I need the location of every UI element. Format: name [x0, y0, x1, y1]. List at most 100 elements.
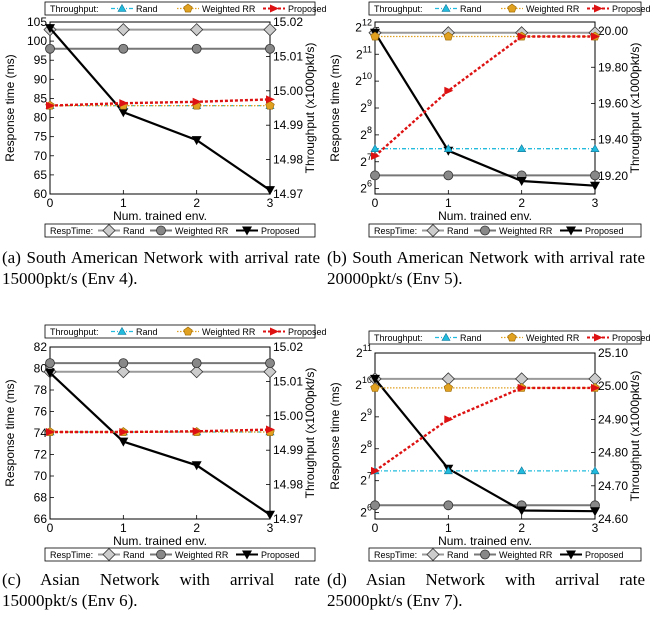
thr-series-2-point [371, 466, 380, 475]
resp-series-0-point [263, 365, 277, 379]
left-tick-label: 60 [34, 187, 48, 201]
thr-series-0-point [517, 466, 527, 475]
thr-series-2-point [192, 97, 202, 106]
resp-series-2-point [590, 507, 600, 517]
resptime-legend-label-1: Weighted RR [499, 550, 553, 560]
right-tick-label: 19.60 [598, 96, 628, 110]
x-tick-label: 2 [193, 196, 200, 210]
right-tick-label: 14.97 [273, 187, 303, 201]
left-tick-label: 80 [34, 111, 48, 125]
left-tick-label: 90 [34, 72, 48, 86]
thr-series-2-point [46, 427, 55, 436]
resp-series-2-point [191, 461, 202, 471]
left-tick-label: 26 [360, 179, 372, 196]
thr-series-line-2 [374, 35, 595, 157]
resptime-legend-marker [156, 549, 166, 560]
throughput-legend-title: Throughput: [374, 4, 423, 14]
right-tick-label: 15.01 [273, 374, 303, 388]
resp-series-1-point [370, 170, 380, 181]
left-tick-label: 74 [34, 426, 48, 440]
resp-series-line-2 [374, 32, 596, 187]
resp-series-1-point [118, 43, 129, 54]
plot-area [374, 21, 596, 195]
thr-series-2-point [517, 32, 527, 41]
x-tick-label: 2 [518, 521, 525, 535]
x-axis-title: Num. trained env. [438, 534, 532, 548]
thr-series-line-2 [50, 428, 271, 434]
resptime-legend-label-1: Weighted RR [175, 226, 229, 236]
thr-series-2-point [119, 427, 129, 436]
resptime-legend-label-0: Rand [123, 226, 145, 236]
chart-panel-d: Throughput: Rand Weighted RR Proposed RespTi… [328, 330, 651, 562]
resptime-legend-title: RespTime: [50, 226, 93, 236]
resp-series-2-point [45, 368, 55, 378]
right-tick-label: 24.70 [598, 479, 628, 493]
right-tick-label: 24.90 [598, 412, 628, 426]
x-tick-label: 0 [372, 196, 379, 210]
right-tick-label: 19.80 [598, 60, 628, 74]
y-left-axis-title: Response time (ms) [328, 54, 342, 161]
chart-panel-b: Throughput: Rand Weighted RR Proposed RespTi… [328, 1, 651, 238]
right-tick-label: 19.40 [598, 133, 628, 147]
x-tick-label: 2 [518, 196, 525, 210]
left-tick-label: 212 [355, 17, 372, 34]
resptime-legend-marker [566, 550, 576, 560]
x-tick-label: 1 [445, 521, 452, 535]
x-axis-title: Num. trained env. [438, 209, 532, 223]
right-tick-label: 14.99 [273, 118, 303, 132]
right-tick-label: 14.97 [273, 512, 303, 526]
resp-series-2-point [590, 181, 600, 191]
throughput-legend-title: Throughput: [50, 327, 99, 337]
throughput-legend-marker [270, 4, 279, 13]
resptime-legend-label-2: Proposed [261, 550, 300, 560]
left-tick-label: 29 [360, 407, 372, 424]
throughput-legend-label-2: Proposed [612, 4, 651, 14]
chart-panel-a: Throughput: Rand Weighted RR Proposed RespTi… [3, 1, 327, 238]
thr-series-2-point [266, 425, 275, 434]
throughput-legend-label-0: Rand [136, 4, 158, 14]
caption-c: (c) Asian Network with arrival rate 1500… [2, 570, 320, 610]
throughput-legend-marker [594, 333, 603, 342]
throughput-legend-label-2: Proposed [612, 333, 651, 343]
throughput-legend-label-0: Rand [460, 4, 482, 14]
right-tick-label: 15.02 [273, 340, 303, 354]
resptime-legend-label-2: Proposed [261, 226, 300, 236]
resp-series-0-point [190, 365, 204, 379]
throughput-legend-label-2: Proposed [288, 327, 327, 337]
resptime-legend-marker [426, 223, 440, 238]
resptime-legend-label-2: Proposed [585, 226, 624, 236]
x-axis-title: Num. trained env. [113, 209, 207, 223]
chart-panel-c: Throughput: Rand Weighted RR Proposed RespTi… [3, 324, 327, 562]
x-tick-label: 3 [267, 196, 274, 210]
thr-series-line-2 [49, 98, 271, 107]
throughput-legend-label-1: Weighted RR [526, 4, 580, 14]
left-tick-label: 100 [27, 34, 47, 48]
left-tick-label: 76 [34, 405, 48, 419]
throughput-legend-marker [183, 3, 193, 13]
right-tick-label: 25.10 [598, 346, 628, 360]
resptime-legend-marker [102, 223, 116, 238]
resp-series-2-point [191, 136, 202, 146]
resptime-legend-title: RespTime: [374, 550, 417, 560]
resptime-legend-label-1: Weighted RR [499, 226, 553, 236]
x-tick-label: 3 [592, 521, 599, 535]
x-tick-label: 1 [120, 521, 127, 535]
resptime-legend-label-2: Proposed [585, 550, 624, 560]
right-tick-label: 14.99 [273, 443, 303, 457]
y-right-axis-title: Throughput (x1000pkt/s) [303, 43, 317, 174]
resptime-legend-marker [242, 226, 252, 236]
y-left-axis-title: Response time (ms) [328, 382, 342, 489]
resp-series-line-2 [49, 27, 271, 192]
thr-series-2-point [371, 151, 380, 160]
y-right-axis-title: Throughput (x1000pkt/s) [628, 43, 642, 174]
x-tick-label: 3 [267, 521, 274, 535]
resptime-legend-label-0: Rand [447, 550, 469, 560]
resp-series-1-point [590, 170, 600, 181]
throughput-legend-label-0: Rand [136, 327, 158, 337]
resptime-legend-marker [480, 549, 490, 560]
thr-series-2-point [119, 99, 129, 108]
resp-series-1-point [265, 43, 275, 54]
throughput-legend-marker [594, 4, 603, 13]
resptime-legend-title: RespTime: [374, 226, 417, 236]
